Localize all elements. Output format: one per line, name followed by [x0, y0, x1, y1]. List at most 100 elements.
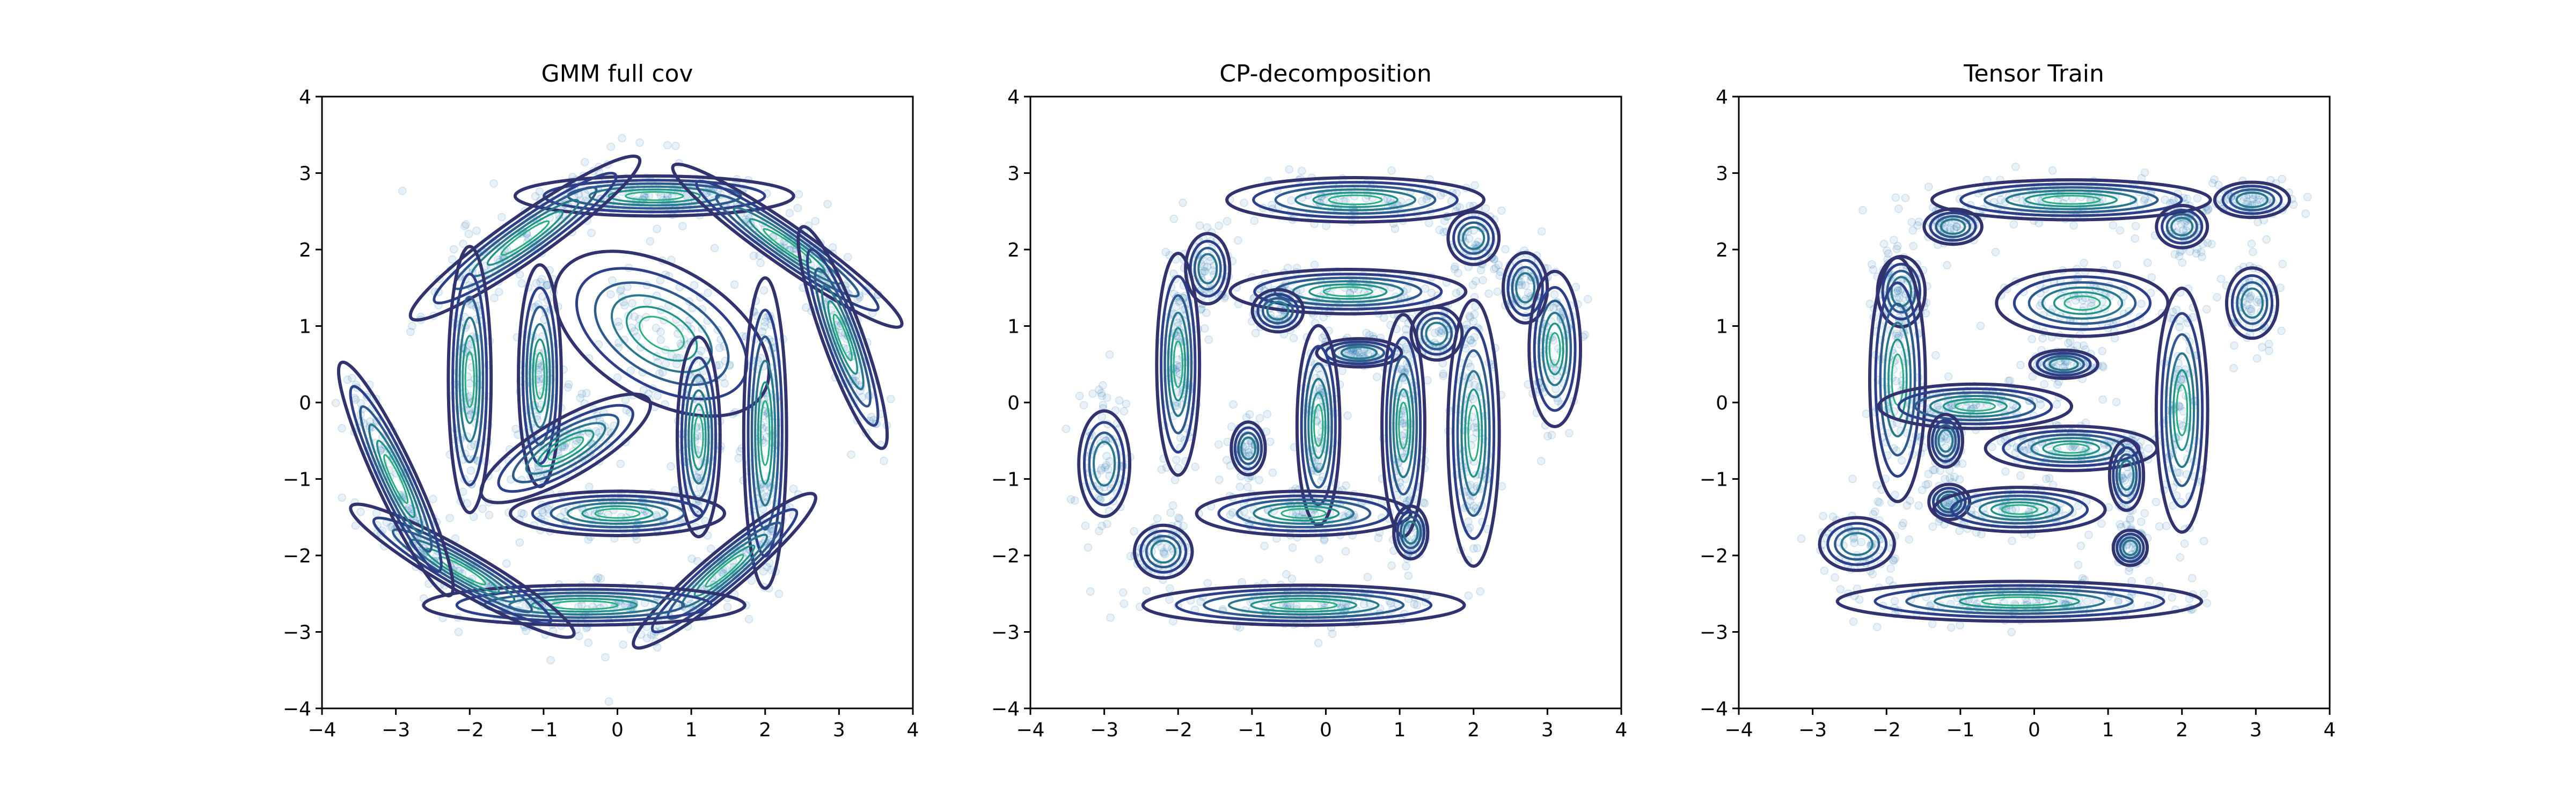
y-tick-label: −2	[283, 545, 311, 567]
contour-level	[349, 385, 443, 573]
contour-level	[376, 440, 416, 518]
scatter-point	[802, 303, 810, 312]
scatter-point	[2168, 593, 2176, 602]
scatter-point	[1168, 501, 1177, 510]
x-tick-label: 3	[833, 719, 845, 741]
scatter-point	[1157, 465, 1166, 474]
scatter-point	[1379, 313, 1388, 322]
y-tick-label: −3	[283, 622, 311, 644]
scatter-point	[2175, 323, 2184, 332]
scatter-point	[626, 367, 635, 375]
scatter-point	[1469, 423, 1479, 432]
scatter-point	[1400, 419, 1408, 428]
scatter-point	[1314, 639, 1323, 647]
scatter-point	[1907, 218, 1916, 226]
scatter-point	[2008, 537, 2016, 545]
scatter-point	[630, 312, 639, 321]
scatter-point	[1455, 203, 1464, 211]
scatter-point	[1543, 431, 1552, 441]
contour-level	[550, 498, 685, 529]
scatter-point	[2097, 519, 2106, 528]
scatter-point	[1292, 601, 1301, 610]
scatter-point	[734, 454, 743, 463]
scatter-point	[1202, 309, 1211, 317]
scatter-point	[595, 428, 604, 437]
scatter-point	[356, 507, 365, 516]
scatter-point	[675, 324, 684, 333]
scatter-point	[1868, 569, 1877, 579]
scatter-point	[614, 317, 623, 326]
scatter-point	[348, 374, 356, 383]
scatter-point	[338, 424, 346, 433]
scatter-point	[1491, 264, 1500, 273]
scatter-point	[1172, 456, 1181, 464]
scatter-point	[2252, 354, 2262, 363]
scatter-point	[497, 213, 506, 222]
scatter-point	[1086, 587, 1095, 596]
scatter-point	[639, 386, 648, 394]
contour-level	[532, 338, 548, 413]
scatter-point	[511, 425, 520, 433]
scatter-point	[687, 554, 696, 564]
scatter-point	[1469, 544, 1478, 553]
contour-level	[359, 405, 433, 553]
scatter-point	[1203, 579, 1212, 588]
scatter-point	[1122, 399, 1131, 408]
scatter-point	[604, 697, 613, 706]
scatter-point	[1819, 511, 1827, 521]
scatter-point	[1988, 443, 1996, 451]
scatter-point	[759, 567, 768, 576]
scatter-point	[2183, 222, 2192, 231]
contour-level	[500, 220, 550, 256]
scatter-point	[1955, 475, 1964, 484]
contour-level	[525, 422, 606, 475]
scatter-point	[1214, 221, 1223, 230]
scatter-point	[2277, 326, 2286, 335]
scatter-point	[1119, 599, 1129, 608]
scatter-point	[1857, 538, 1866, 547]
scatter-point	[626, 625, 635, 634]
scatter-point	[466, 466, 475, 475]
scatter-point	[581, 158, 589, 166]
scatter-point	[2301, 209, 2310, 218]
scatter-point	[652, 510, 661, 519]
scatter-point	[1423, 376, 1432, 385]
scatter-point	[2098, 395, 2107, 404]
scatter-point	[1417, 197, 1426, 206]
scatter-point	[1242, 413, 1251, 422]
scatter-point	[1079, 401, 1088, 409]
scatter-point	[614, 322, 624, 331]
scatter-point	[2009, 220, 2018, 229]
scatter-point	[1362, 328, 1371, 338]
scatter-point	[2208, 179, 2217, 188]
contour-level	[594, 508, 641, 519]
scatter-point	[465, 379, 474, 388]
scatter-point	[1102, 452, 1111, 460]
scatter-point	[464, 230, 473, 238]
scatter-point	[723, 603, 732, 611]
scatter-point	[1855, 595, 1864, 604]
scatter-point	[2253, 218, 2262, 226]
scatter-point	[2016, 361, 2025, 369]
x-tick-label: −4	[308, 719, 336, 741]
scatter-point	[1401, 325, 1410, 334]
x-tick-label: −2	[1164, 719, 1192, 741]
scatter-point	[1886, 564, 1895, 573]
scatter-point	[538, 508, 547, 517]
scatter-point	[1288, 543, 1297, 552]
scatter-point	[517, 509, 526, 517]
scatter-point	[1203, 223, 1212, 232]
scatter-point	[543, 281, 551, 290]
scatter-point	[1223, 456, 1231, 465]
y-tick-label: −2	[991, 545, 1020, 567]
scatter-point	[653, 224, 661, 233]
scatter-point	[1298, 166, 1306, 175]
x-tick-label: −2	[456, 719, 484, 741]
scatter-point	[1387, 166, 1396, 175]
scatter-point	[1884, 249, 1893, 258]
scatter-point	[606, 290, 615, 299]
scatter-point	[730, 280, 739, 289]
scatter-point	[1289, 334, 1298, 342]
scatter-point	[2074, 560, 2083, 569]
scatter-point	[828, 243, 837, 252]
